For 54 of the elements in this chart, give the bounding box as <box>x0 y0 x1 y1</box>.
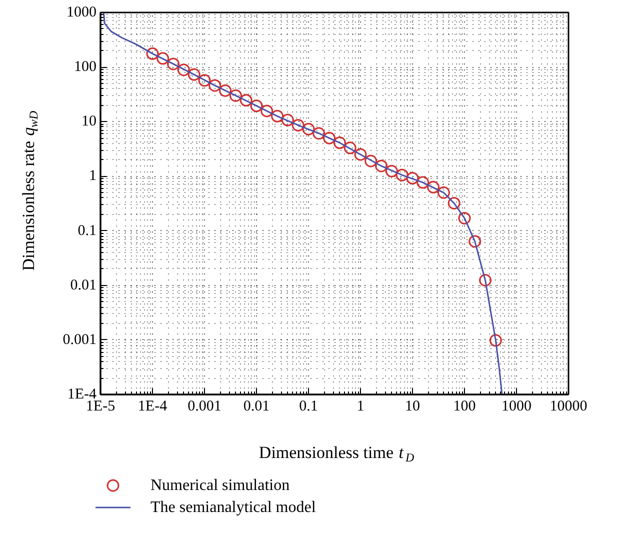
point <box>448 196 460 210</box>
point <box>188 68 200 81</box>
point <box>240 94 252 107</box>
x-tick-label: 1000 <box>502 398 532 414</box>
point <box>333 136 346 150</box>
x-tick-label: 1 <box>356 398 364 414</box>
point <box>427 180 440 194</box>
point <box>375 160 388 172</box>
point <box>156 52 170 65</box>
x-tick-label: 1E-5 <box>86 398 116 414</box>
point <box>292 118 304 132</box>
y-tick-label: 1 <box>89 168 96 184</box>
point <box>323 132 336 144</box>
y-tick-label: 0.001 <box>62 332 96 348</box>
y-tick-label: 100 <box>74 59 96 76</box>
y-tick-label: 10 <box>82 114 96 130</box>
point <box>406 172 419 184</box>
x-tick-label: 0.01 <box>243 398 270 414</box>
point <box>250 100 263 112</box>
point <box>302 122 315 136</box>
legend-label: The semianalytical model <box>150 499 316 516</box>
point <box>167 58 180 70</box>
point <box>229 89 242 102</box>
point <box>260 104 274 118</box>
point <box>458 212 471 224</box>
x-tick-label: 10000 <box>550 398 588 414</box>
point <box>489 334 502 347</box>
point <box>437 186 450 199</box>
point <box>468 235 482 248</box>
y-tick-label: 1000 <box>66 4 96 20</box>
point <box>364 154 378 168</box>
y-tick-label: 0.1 <box>78 222 96 239</box>
point <box>312 127 326 140</box>
y-axis-title: Dimensionless rate qwD <box>19 110 40 271</box>
point <box>479 274 492 286</box>
x-tick-label: 0.001 <box>188 398 222 414</box>
point <box>146 47 159 60</box>
point <box>177 64 190 76</box>
x-tick-label: 10 <box>405 398 420 414</box>
y-tick-label: 0.01 <box>70 277 96 294</box>
point <box>271 110 284 122</box>
legend-label: Numerical simulation <box>150 477 290 494</box>
x-tick-label: 1E-4 <box>138 398 168 414</box>
point <box>198 74 211 87</box>
point <box>416 176 430 189</box>
x-tick-label: 0.1 <box>299 398 318 414</box>
point <box>281 114 294 126</box>
point <box>219 84 232 97</box>
point <box>396 168 408 182</box>
x-tick-label: 100 <box>453 398 476 414</box>
point <box>354 148 367 161</box>
point <box>344 142 356 154</box>
point <box>208 79 222 92</box>
point <box>385 164 398 178</box>
